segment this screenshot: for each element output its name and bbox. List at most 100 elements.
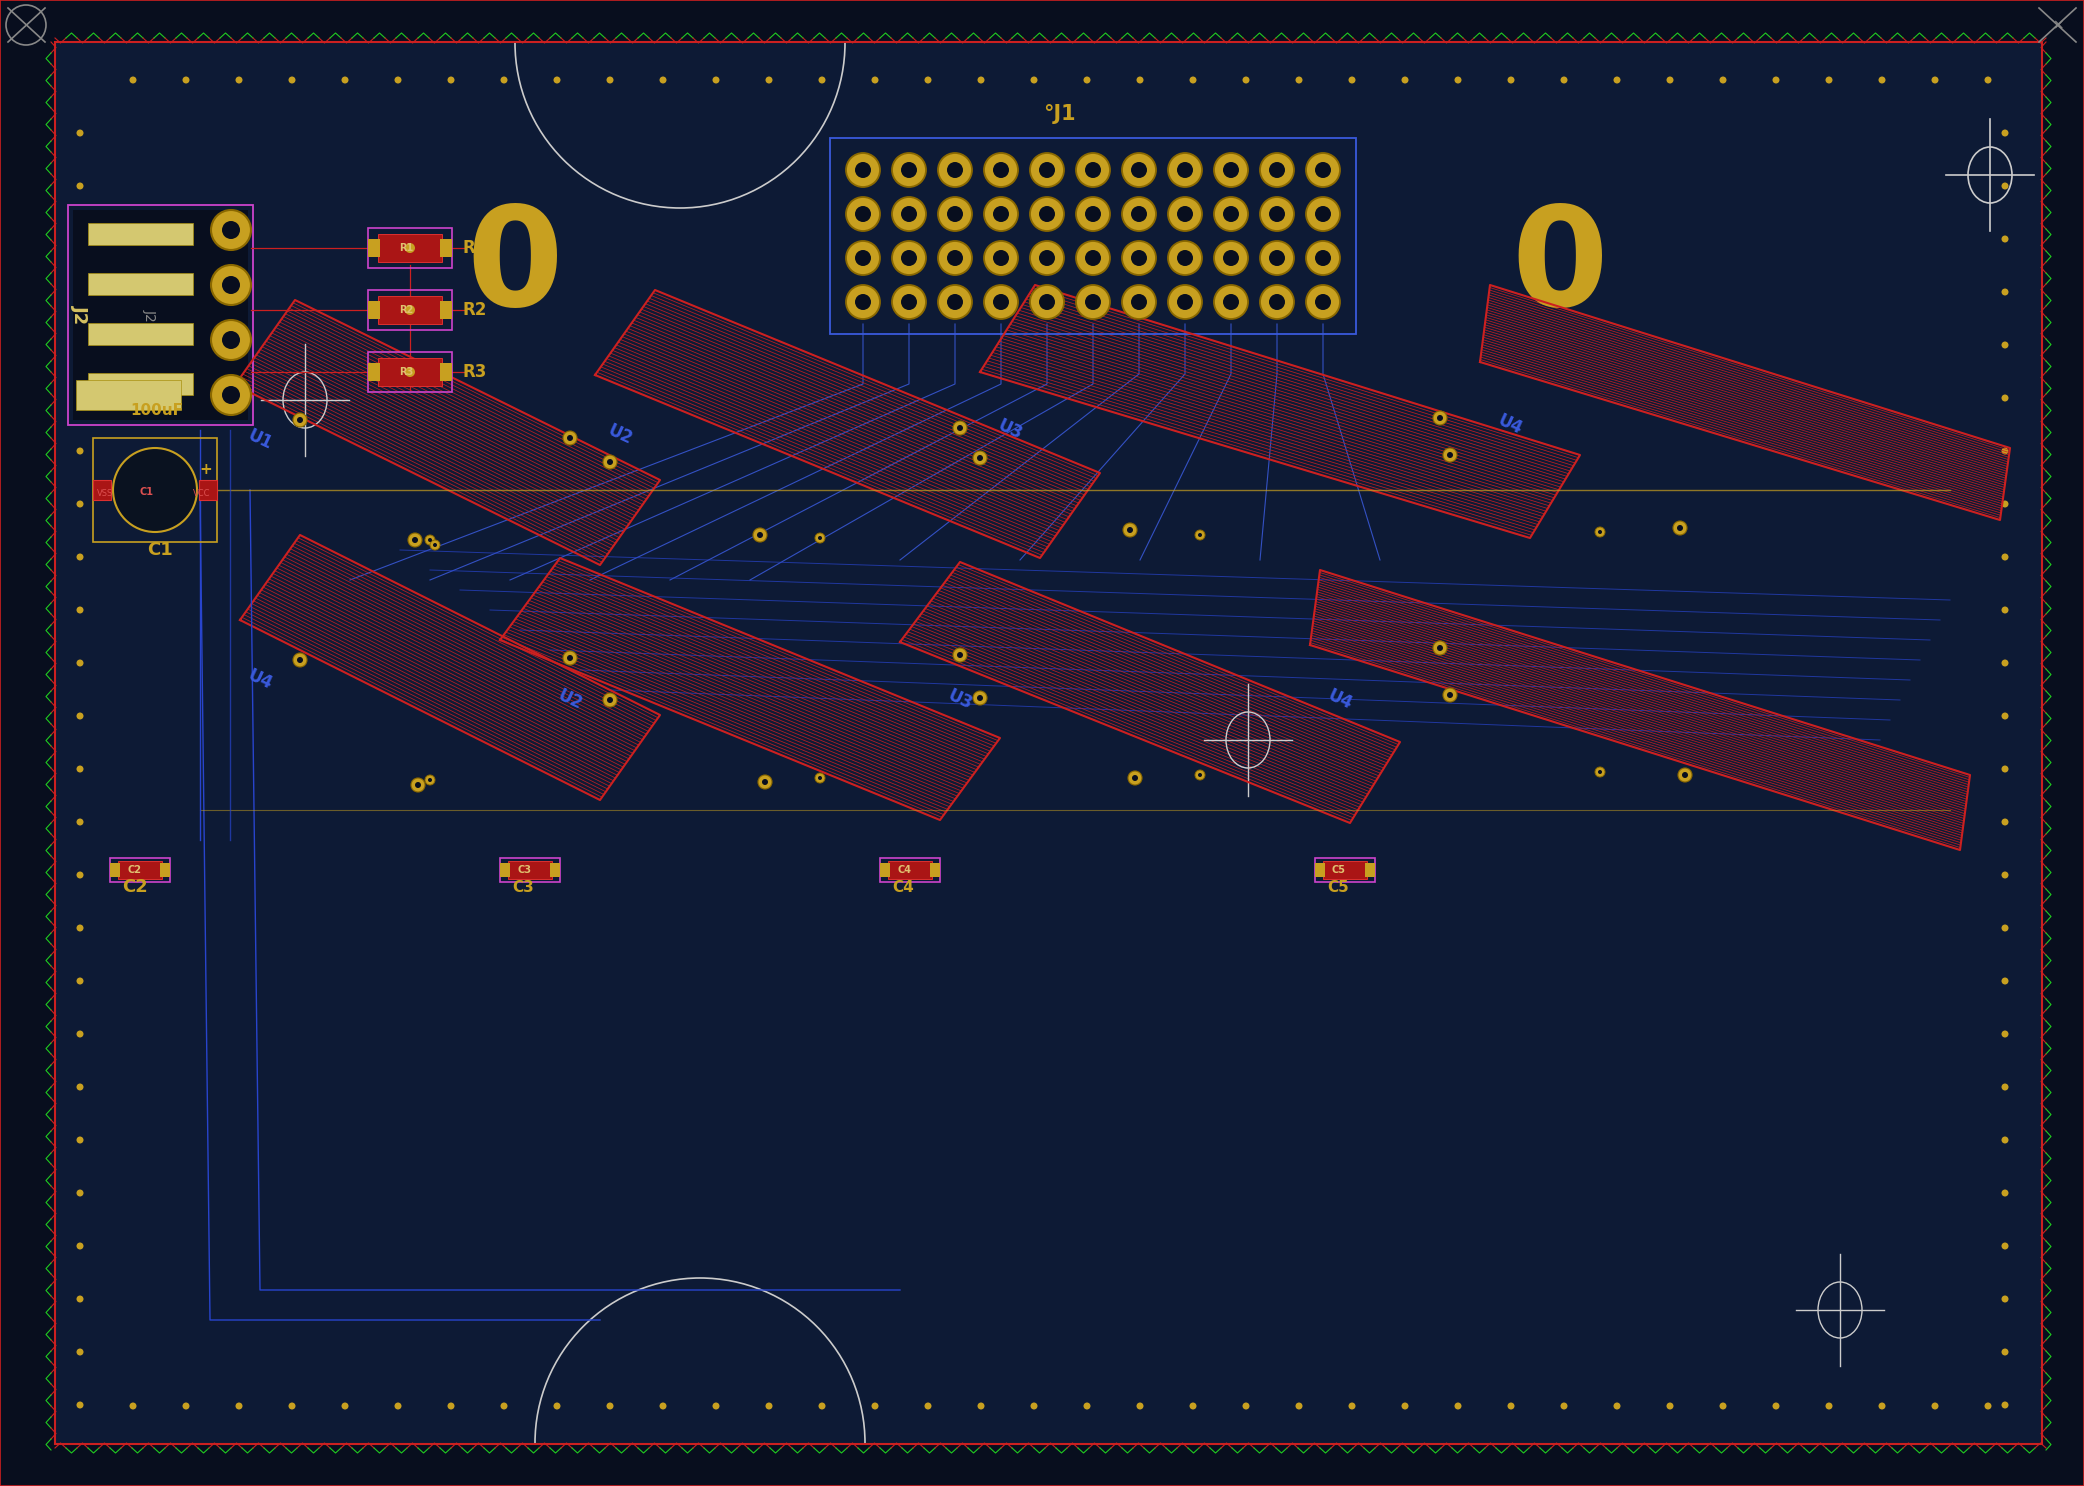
Bar xyxy=(88,373,194,395)
Circle shape xyxy=(846,285,879,319)
Circle shape xyxy=(606,459,613,465)
Circle shape xyxy=(448,1403,454,1410)
Circle shape xyxy=(1223,207,1240,221)
Circle shape xyxy=(1269,250,1286,266)
Circle shape xyxy=(1086,207,1100,221)
Circle shape xyxy=(77,1348,83,1355)
Circle shape xyxy=(1242,1403,1250,1410)
Bar xyxy=(888,860,932,880)
Circle shape xyxy=(925,76,932,83)
Circle shape xyxy=(1269,207,1286,221)
Circle shape xyxy=(854,207,871,221)
Circle shape xyxy=(1773,1403,1780,1410)
Text: 100uF: 100uF xyxy=(129,403,183,418)
Circle shape xyxy=(846,153,879,187)
Bar xyxy=(160,863,171,877)
Circle shape xyxy=(415,782,421,788)
Circle shape xyxy=(1296,1403,1302,1410)
Circle shape xyxy=(900,250,917,266)
Circle shape xyxy=(1177,207,1192,221)
Circle shape xyxy=(713,76,719,83)
Circle shape xyxy=(952,648,967,661)
Circle shape xyxy=(1029,153,1065,187)
Circle shape xyxy=(1878,1403,1886,1410)
Circle shape xyxy=(77,1401,83,1409)
Circle shape xyxy=(1667,1403,1673,1410)
Circle shape xyxy=(288,1403,296,1410)
Bar xyxy=(369,352,452,392)
Circle shape xyxy=(1561,1403,1567,1410)
Circle shape xyxy=(2001,871,2009,878)
Circle shape xyxy=(1215,153,1248,187)
Bar xyxy=(110,863,121,877)
Circle shape xyxy=(1167,285,1202,319)
Text: R2: R2 xyxy=(398,305,413,315)
Circle shape xyxy=(210,265,250,305)
Circle shape xyxy=(2001,924,2009,932)
Circle shape xyxy=(1932,1403,1938,1410)
Circle shape xyxy=(77,819,83,826)
Circle shape xyxy=(1878,76,1886,83)
Circle shape xyxy=(992,294,1009,311)
Circle shape xyxy=(819,1403,825,1410)
Circle shape xyxy=(77,660,83,667)
Circle shape xyxy=(819,76,825,83)
Circle shape xyxy=(957,652,963,658)
Circle shape xyxy=(77,183,83,190)
Bar xyxy=(1315,857,1375,883)
Circle shape xyxy=(77,924,83,932)
Circle shape xyxy=(500,76,508,83)
Circle shape xyxy=(938,285,971,319)
Circle shape xyxy=(1348,1403,1355,1410)
Text: U4: U4 xyxy=(244,667,275,694)
Circle shape xyxy=(892,153,925,187)
Circle shape xyxy=(298,657,302,663)
Circle shape xyxy=(1190,1403,1196,1410)
Circle shape xyxy=(946,162,963,178)
Bar xyxy=(1315,863,1325,877)
Circle shape xyxy=(1438,415,1442,421)
Text: C4: C4 xyxy=(892,880,913,895)
Circle shape xyxy=(223,221,240,239)
Circle shape xyxy=(1086,162,1100,178)
Circle shape xyxy=(2001,1083,2009,1091)
Circle shape xyxy=(854,250,871,266)
Circle shape xyxy=(973,450,988,465)
Circle shape xyxy=(77,553,83,560)
Text: C5: C5 xyxy=(1328,880,1348,895)
Text: VCC: VCC xyxy=(194,489,210,498)
Circle shape xyxy=(223,276,240,294)
Circle shape xyxy=(1434,412,1446,425)
Bar xyxy=(75,380,181,410)
Circle shape xyxy=(77,1189,83,1196)
Circle shape xyxy=(77,871,83,878)
Circle shape xyxy=(77,394,83,401)
Circle shape xyxy=(129,76,135,83)
Circle shape xyxy=(1442,447,1457,462)
Circle shape xyxy=(1132,294,1146,311)
Bar xyxy=(879,863,890,877)
Circle shape xyxy=(1315,294,1332,311)
Circle shape xyxy=(1223,294,1240,311)
Text: 0: 0 xyxy=(467,201,563,334)
Circle shape xyxy=(1177,162,1192,178)
Text: U2: U2 xyxy=(604,422,636,449)
Circle shape xyxy=(1307,241,1340,275)
Circle shape xyxy=(1446,452,1453,458)
Circle shape xyxy=(977,76,984,83)
Circle shape xyxy=(1594,767,1605,777)
Circle shape xyxy=(900,207,917,221)
Circle shape xyxy=(765,1403,773,1410)
Circle shape xyxy=(1040,294,1055,311)
Circle shape xyxy=(1029,198,1065,230)
Text: C2: C2 xyxy=(127,865,142,875)
Circle shape xyxy=(984,241,1017,275)
Circle shape xyxy=(1127,771,1142,785)
Bar xyxy=(929,863,940,877)
Circle shape xyxy=(854,294,871,311)
Circle shape xyxy=(992,250,1009,266)
Circle shape xyxy=(756,532,763,538)
Circle shape xyxy=(394,1403,402,1410)
Circle shape xyxy=(815,533,825,542)
Circle shape xyxy=(2001,1401,2009,1409)
